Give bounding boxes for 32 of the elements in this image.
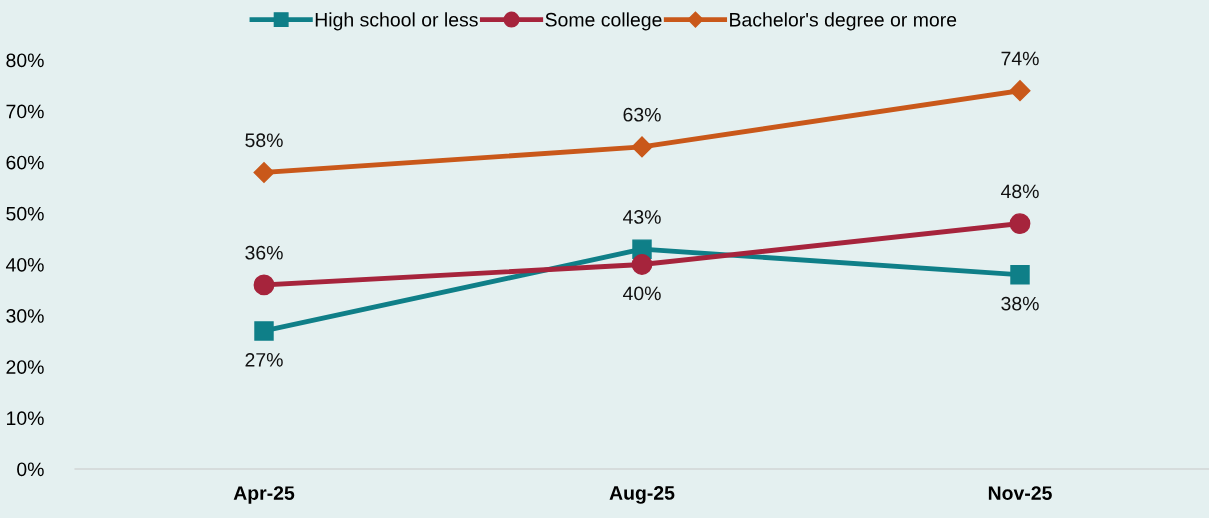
legend-label: High school or less <box>315 12 478 31</box>
y-tick-label: 10% <box>7 411 44 426</box>
data-label: 36% <box>245 245 283 260</box>
y-tick-label: 70% <box>6 104 44 119</box>
x-tick-label: Nov-25 <box>988 486 1052 500</box>
data-label: 74% <box>1001 51 1039 66</box>
data-label: 48% <box>1000 184 1039 199</box>
data-label: 43% <box>622 210 661 224</box>
y-tick-label: 50% <box>6 206 44 221</box>
x-tick-label: Aug-25 <box>609 486 675 504</box>
y-tick-label: 60% <box>6 155 44 170</box>
point <box>1010 265 1030 285</box>
data-label: 40% <box>622 286 661 301</box>
point <box>631 254 653 275</box>
data-label: 38% <box>1001 296 1039 311</box>
point <box>631 136 653 158</box>
y-tick-label: 40% <box>5 257 44 272</box>
y-tick-label: 80% <box>6 53 44 68</box>
data-label: 58% <box>245 133 283 148</box>
point <box>1009 213 1031 235</box>
point <box>1009 80 1031 102</box>
point <box>253 274 275 296</box>
data-label: 63% <box>623 107 661 122</box>
x-tick-label: Apr-25 <box>233 486 295 504</box>
y-tick-label: 30% <box>6 309 44 323</box>
data-label: 27% <box>245 352 283 367</box>
legend-label: Bachelor's degree or more <box>730 12 957 31</box>
y-tick-label: 20% <box>6 360 44 374</box>
point <box>254 321 274 341</box>
y-tick-label: 0% <box>17 462 44 477</box>
legend-label: Some college <box>545 12 662 31</box>
point <box>253 161 275 183</box>
